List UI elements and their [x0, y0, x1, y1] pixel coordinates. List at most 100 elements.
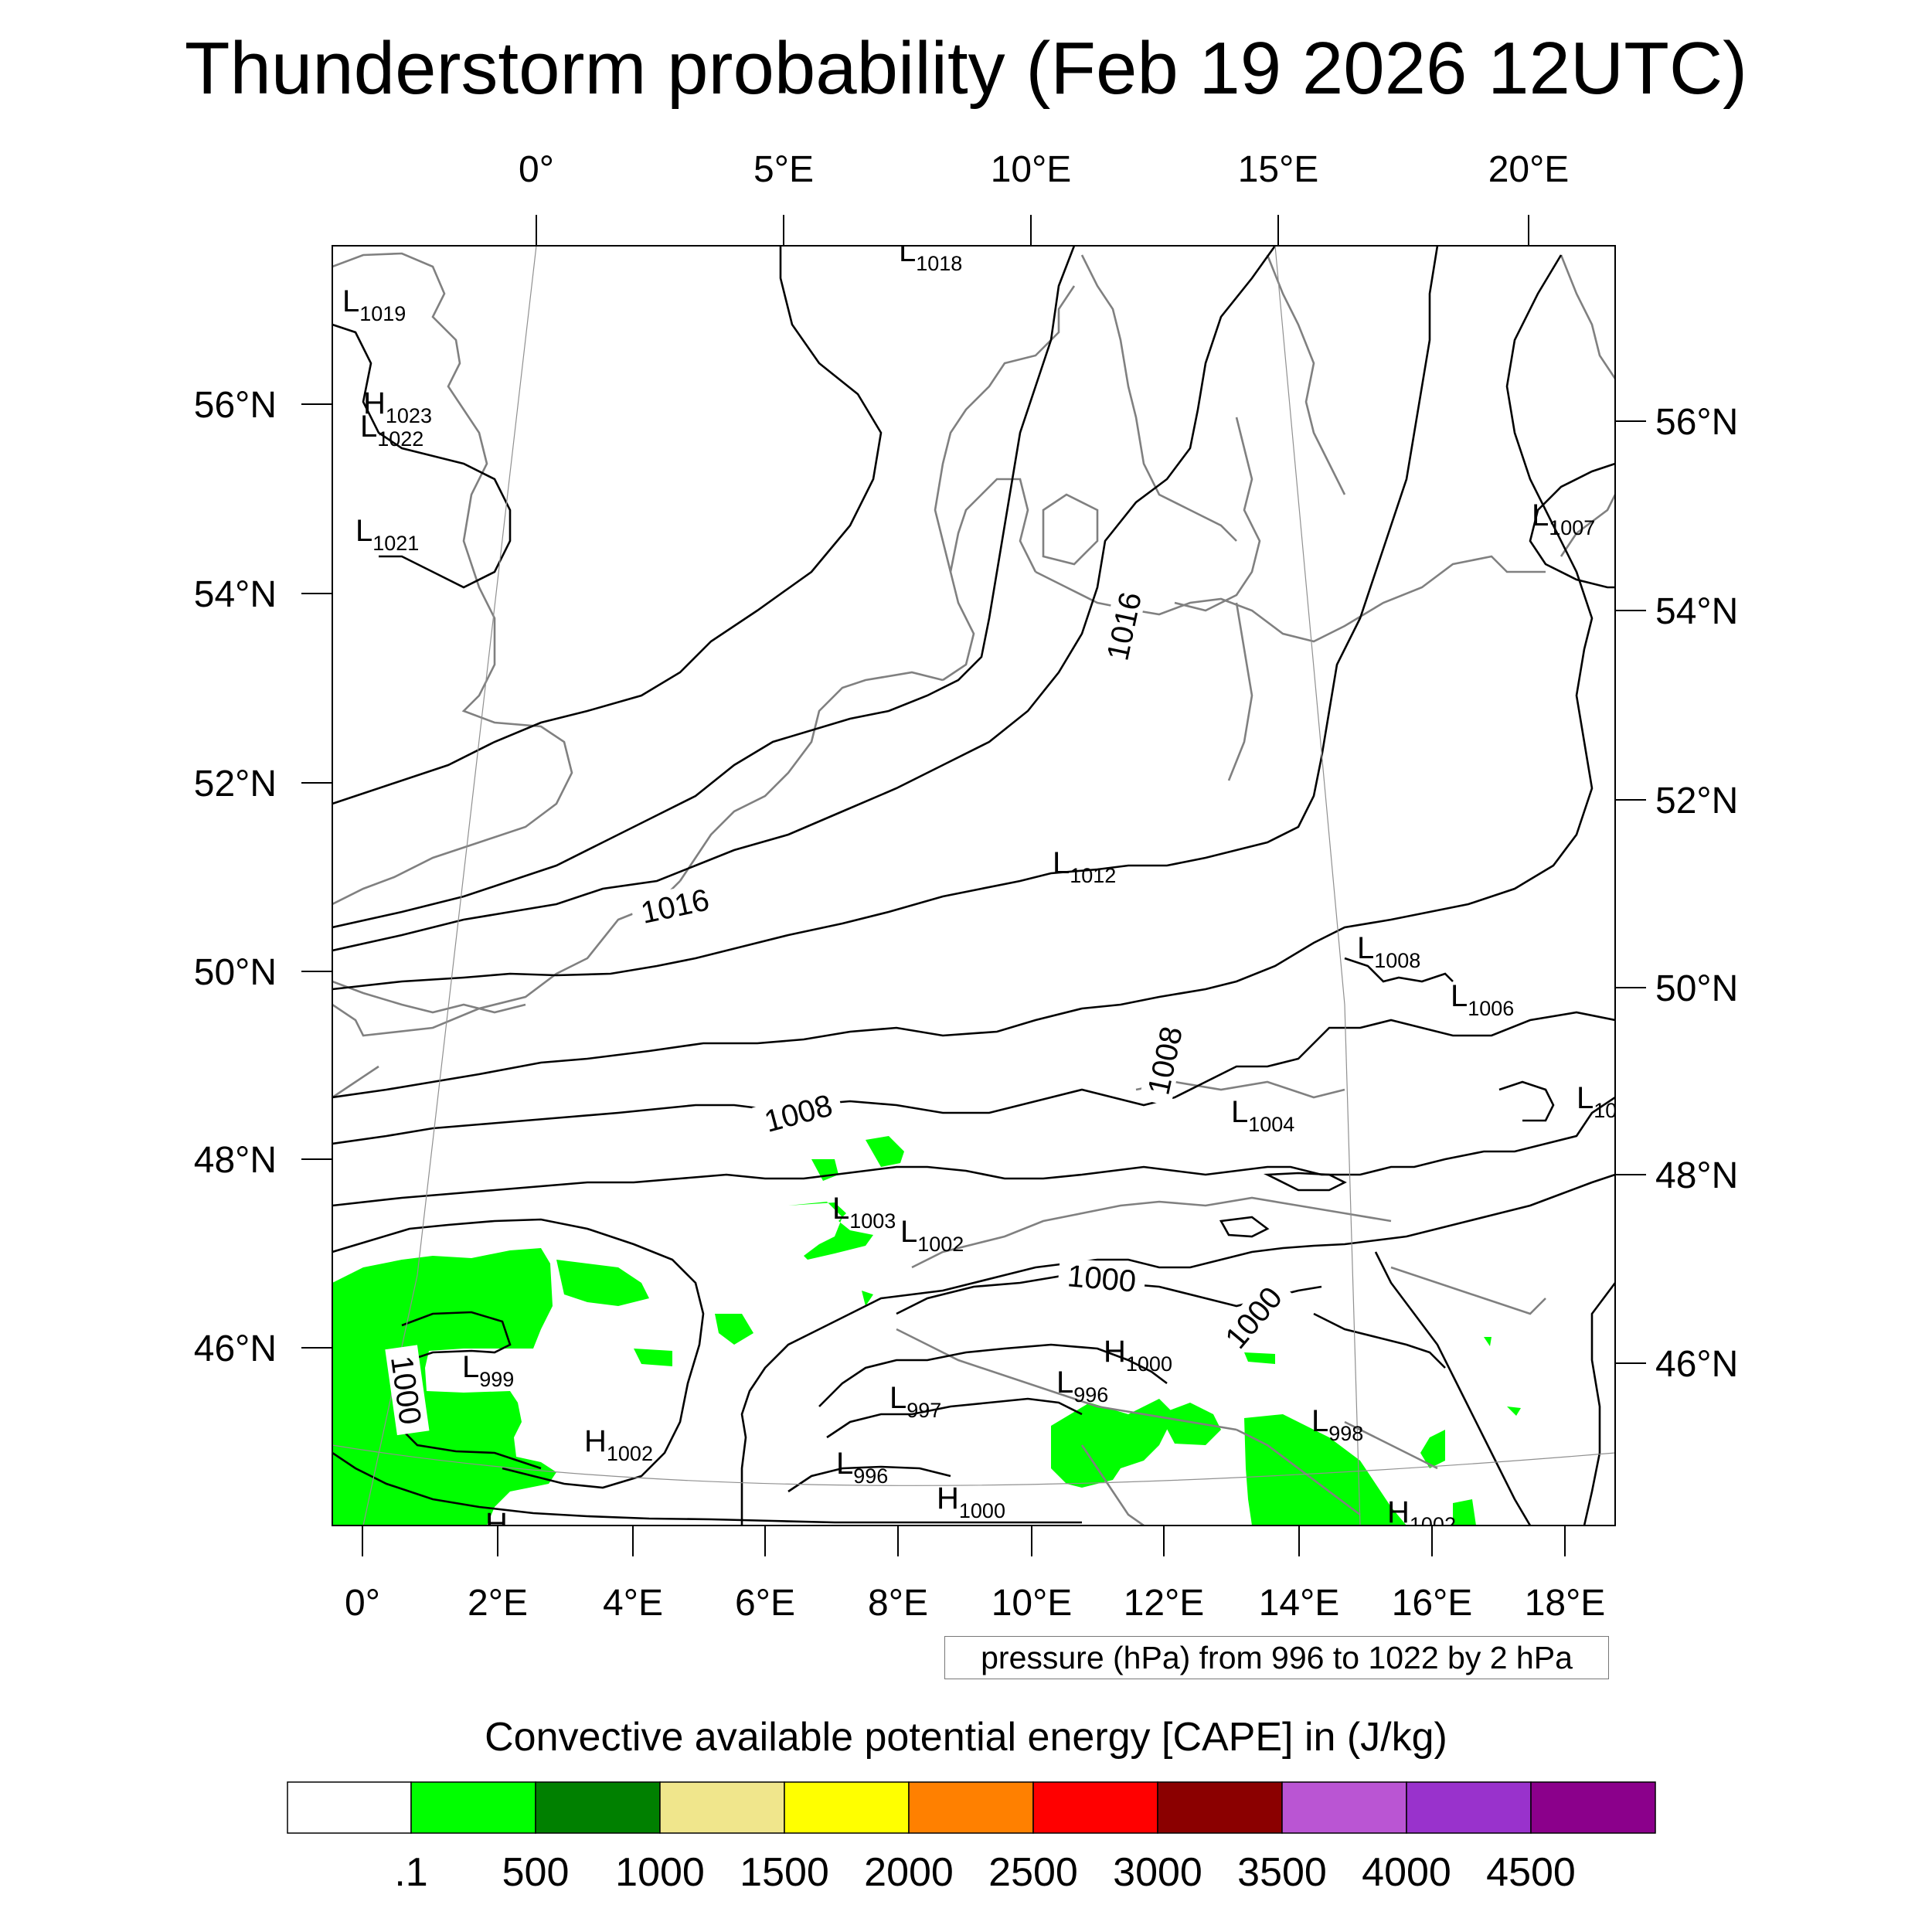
- isobar-west-3: [332, 1451, 1082, 1524]
- colorbar-label: 4000: [1362, 1850, 1451, 1895]
- colorbar-swatch: [535, 1781, 661, 1834]
- top-lon-label: 10°E: [991, 149, 1072, 190]
- coast-sweden-west: [1080, 254, 1237, 542]
- top-lon-label: 0°: [519, 149, 554, 190]
- pressure-centers: L1018 L1019 H1023 L1022 L1021 L1007 L101…: [342, 246, 1617, 1541]
- left-lat-label: 54°N: [194, 574, 277, 615]
- colorbar-swatch: [784, 1781, 910, 1834]
- isobars: [332, 246, 1615, 1526]
- colorbar-label: 1500: [740, 1850, 829, 1895]
- pressure-center: H1000: [937, 1481, 1005, 1522]
- top-lon-label: 15°E: [1238, 149, 1319, 190]
- border-germany-poland: [1227, 602, 1253, 781]
- top-lon-labels: 0° 5°E 10°E 15°E 20°E: [519, 149, 1569, 190]
- map-frame: [332, 245, 1616, 1526]
- colorbar-label: 3500: [1237, 1850, 1327, 1895]
- cape-area-south-east: [1453, 1499, 1476, 1526]
- right-lat-label: 50°N: [1655, 968, 1738, 1009]
- cape-area-rhine-1: [788, 1202, 873, 1260]
- left-lat-label: 56°N: [194, 385, 277, 426]
- pressure-center: L10: [1577, 1081, 1617, 1122]
- colorbar-label: 2000: [864, 1850, 954, 1895]
- colorbar-swatch: [659, 1781, 785, 1834]
- right-lat-label: 52°N: [1655, 781, 1738, 821]
- bottom-lon-label: 10°E: [992, 1583, 1073, 1624]
- pressure-center: L999: [462, 1350, 514, 1391]
- pressure-center: L998: [1311, 1404, 1363, 1445]
- coast-sweden-south: [1174, 417, 1261, 612]
- isobar-lower-3: [1583, 1282, 1615, 1526]
- colorbar-swatch: [1157, 1781, 1283, 1834]
- colorbar-swatch: [1406, 1781, 1532, 1834]
- cape-area-italy-1: [1051, 1399, 1175, 1488]
- border-lithuania: [1560, 494, 1615, 557]
- pressure-center: L1019: [342, 284, 406, 325]
- meridian-0: [362, 245, 537, 1526]
- pressure-center: L997: [889, 1381, 941, 1422]
- left-lat-label: 52°N: [194, 764, 277, 804]
- meridian-15e: [1274, 245, 1361, 1526]
- parallel-45n: [332, 1444, 1616, 1486]
- pressure-center: H1002: [1387, 1495, 1456, 1536]
- cape-area-dot-4: [1484, 1337, 1492, 1346]
- colorbar-title: Convective available potential energy [C…: [485, 1715, 1447, 1760]
- isobar-west-1: [332, 1218, 705, 1489]
- pressure-center: H1023: [363, 386, 432, 427]
- cape-area-dot-1: [1244, 1352, 1275, 1364]
- isobar-small-2: [1219, 1216, 1270, 1238]
- top-ticks: [536, 215, 1529, 246]
- cape-area-north-alps: [866, 1136, 904, 1167]
- colorbar: [287, 1781, 1656, 1834]
- cape-area-dot-2: [862, 1291, 873, 1306]
- colorbar-swatch: [287, 1781, 412, 1834]
- isobar-lower-2: [1374, 1251, 1532, 1526]
- right-lat-label: 56°N: [1655, 402, 1738, 443]
- cape-area-small-2: [634, 1349, 672, 1366]
- border-alps-south: [896, 1328, 1237, 1431]
- left-lat-label: 48°N: [194, 1140, 277, 1181]
- isobar-mid-1: [332, 254, 1594, 1099]
- bottom-lon-label: 18°E: [1525, 1583, 1606, 1624]
- colorbar-label: 1000: [615, 1850, 705, 1895]
- isobar-upper-4: [332, 246, 1439, 991]
- pressure-center: L996: [836, 1447, 888, 1488]
- left-lat-labels: 56°N 54°N 52°N 50°N 48°N 46°N: [194, 385, 277, 1369]
- pressure-center: L1021: [355, 514, 419, 555]
- pressure-center: L1022: [360, 410, 423, 451]
- bottom-lon-label: 0°: [345, 1583, 380, 1624]
- colorbar-labels: .1 500 1000 1500 2000 2500 3000 3500 400…: [394, 1850, 1576, 1895]
- isobar-mid-2: [332, 1011, 1615, 1145]
- isobar-mid-3: [332, 1096, 1615, 1207]
- colorbar-swatch: [410, 1781, 536, 1834]
- cape-area-west: [332, 1248, 556, 1526]
- pressure-center: L1003: [832, 1192, 896, 1233]
- isobar-east-1: [1313, 1312, 1446, 1369]
- isobar-upper-3: [332, 246, 1277, 952]
- left-ticks: [301, 403, 332, 1349]
- pressure-info-box: pressure (hPa) from 996 to 1022 by 2 hPa: [944, 1636, 1609, 1679]
- border-alps-north: [911, 1196, 1392, 1269]
- coast-baltic-states: [1560, 254, 1615, 379]
- cape-area-dot-3: [1507, 1406, 1521, 1416]
- chart-title: Thunderstorm probability (Feb 19 2026 12…: [184, 27, 1748, 110]
- colorbar-label: .1: [394, 1850, 427, 1895]
- pressure-center: H1000: [1104, 1335, 1172, 1376]
- cape-area-small-1: [715, 1314, 753, 1345]
- pressure-center: H: [485, 1507, 508, 1541]
- colorbar-swatch: [908, 1781, 1034, 1834]
- bottom-lon-label: 8°E: [868, 1583, 928, 1624]
- coast-denmark-jutland: [934, 285, 1076, 573]
- right-lat-label: 54°N: [1655, 591, 1738, 632]
- cape-area-italy-2: [1159, 1403, 1221, 1445]
- colorbar-label: 4500: [1486, 1850, 1576, 1895]
- pressure-center: L1008: [1357, 931, 1420, 972]
- top-lon-label: 5°E: [753, 149, 814, 190]
- isobar-upper-2: [332, 246, 1076, 929]
- pressure-center: L1006: [1451, 979, 1514, 1020]
- isobar-alps-2: [826, 1397, 1083, 1439]
- bottom-ticks: [362, 1526, 1566, 1556]
- bottom-lon-label: 12°E: [1124, 1583, 1205, 1624]
- top-lon-label: 20°E: [1488, 149, 1570, 190]
- bottom-lon-label: 16°E: [1392, 1583, 1473, 1624]
